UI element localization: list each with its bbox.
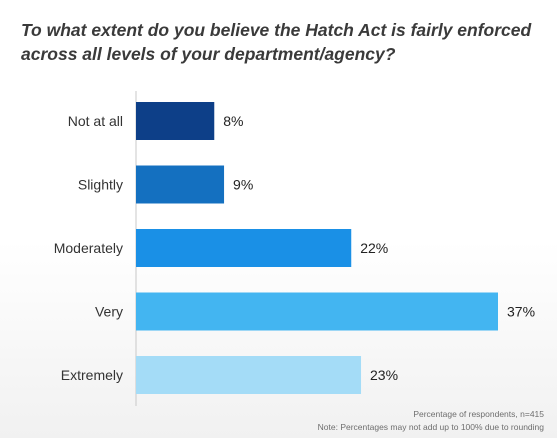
value-label-very: 37% <box>507 304 535 320</box>
value-label-not-at-all: 8% <box>223 113 243 129</box>
value-label-extremely: 23% <box>370 367 398 383</box>
category-label-very: Very <box>95 304 123 320</box>
footnote-rounding: Note: Percentages may not add up to 100%… <box>317 422 544 432</box>
bar-not-at-all <box>136 102 215 140</box>
bar-slightly <box>136 165 225 204</box>
bars-layer: Not at all 8% Slightly 9% Moderately 22% Very 3… <box>54 102 535 394</box>
value-label-moderately: 22% <box>360 240 388 256</box>
category-label-not-at-all: Not at all <box>68 113 123 129</box>
category-label-moderately: Moderately <box>54 240 123 256</box>
value-label-slightly: 9% <box>233 177 253 193</box>
bar-extremely <box>136 356 362 394</box>
bar-very <box>136 292 498 331</box>
footnote-respondents: Percentage of respondents, n=415 <box>413 409 544 419</box>
category-label-extremely: Extremely <box>61 367 123 383</box>
category-label-slightly: Slightly <box>78 177 123 193</box>
bar-moderately <box>136 229 352 267</box>
chart-title: To what extent do you believe the Hatch … <box>21 20 532 64</box>
